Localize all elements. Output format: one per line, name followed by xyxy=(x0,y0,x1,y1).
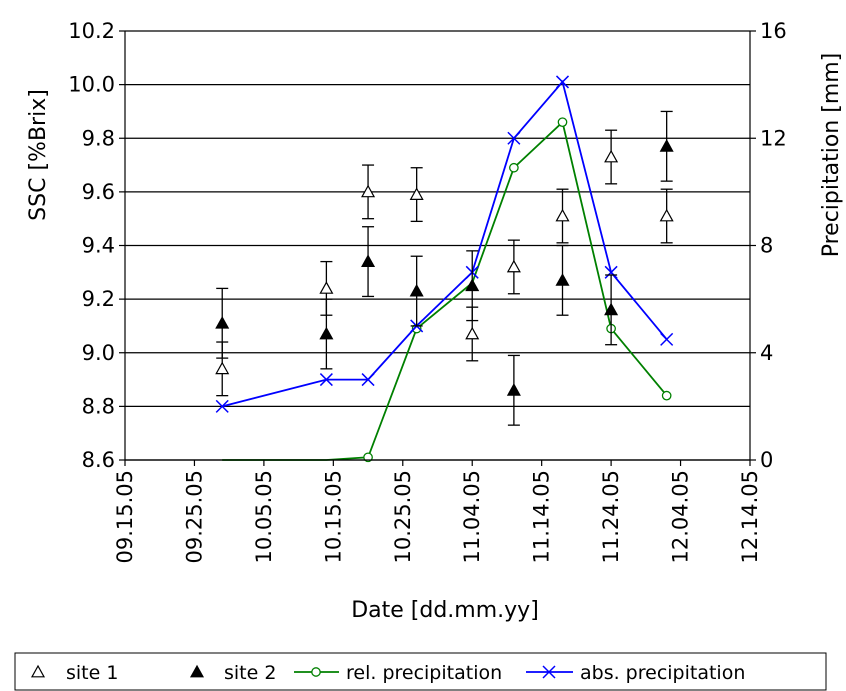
point-site-1 xyxy=(555,208,570,222)
x-marker-stroke xyxy=(215,399,229,413)
y-tick-label-left: 9.6 xyxy=(82,180,115,204)
y-tick-label-left: 10.0 xyxy=(68,73,115,97)
legend-item-site-1: site 1 xyxy=(30,662,118,684)
x-tick-label: 11.04.05 xyxy=(460,470,484,564)
y-tick-label-right: 16 xyxy=(760,19,787,43)
y-tick-label-right: 12 xyxy=(760,126,787,150)
legend-marker xyxy=(542,665,556,679)
point-site-2 xyxy=(465,278,480,292)
y-tick-label-left: 9.8 xyxy=(82,126,115,150)
series-site-2 xyxy=(215,110,674,426)
point-site-2 xyxy=(409,283,424,297)
x-tick-label: 12.04.05 xyxy=(669,470,693,564)
point-site-1 xyxy=(215,361,230,375)
point-site-2 xyxy=(361,254,376,267)
point-site-1 xyxy=(319,281,334,294)
y-tick-label-left: 9.0 xyxy=(82,341,115,365)
point-abs-precipitation xyxy=(319,373,333,387)
x-marker-stroke xyxy=(319,373,333,387)
y-tick-label-left: 10.2 xyxy=(68,19,115,43)
x-tick-label: 11.24.05 xyxy=(599,470,623,564)
y-tick-label-left: 8.8 xyxy=(82,394,115,418)
series-site-1 xyxy=(215,129,674,397)
point-site-2 xyxy=(604,302,619,316)
y-tick-label-right: 0 xyxy=(760,448,773,472)
gridlines xyxy=(125,30,750,461)
x-tick-label: 10.05.05 xyxy=(252,470,276,564)
point-site-2 xyxy=(319,326,334,340)
x-tick-label: 10.25.05 xyxy=(391,470,415,564)
x-marker-stroke xyxy=(555,75,570,89)
point-site-1 xyxy=(604,149,619,163)
x-tick-label: 09.25.05 xyxy=(182,470,206,564)
x-tick-label: 10.15.05 xyxy=(321,470,345,564)
x-marker-stroke xyxy=(542,665,556,679)
point-rel-precipitation xyxy=(509,162,519,173)
legend-label: abs. precipitation xyxy=(580,662,745,684)
point-site-2 xyxy=(659,139,674,152)
x-marker-stroke xyxy=(604,265,618,279)
series-layer xyxy=(215,75,674,463)
point-abs-precipitation xyxy=(361,373,375,387)
point-site-1 xyxy=(659,208,674,222)
x-marker-stroke xyxy=(361,373,375,387)
point-abs-precipitation xyxy=(555,75,570,89)
legend-label: site 2 xyxy=(224,662,276,684)
legend-box xyxy=(14,652,827,691)
legend-marker xyxy=(311,667,321,677)
point-abs-precipitation xyxy=(215,399,229,413)
x-axis-title: Date [dd.mm.yy] xyxy=(351,598,539,623)
point-site-1 xyxy=(409,187,424,200)
point-site-2 xyxy=(215,316,230,329)
point-site-1 xyxy=(465,326,480,340)
y-tick-label-right: 8 xyxy=(760,234,773,258)
point-abs-precipitation xyxy=(604,265,618,279)
legend-label: site 1 xyxy=(66,662,118,684)
x-tick-label: 09.15.05 xyxy=(113,470,137,564)
x-tick-label: 11.14.05 xyxy=(530,470,554,564)
point-abs-precipitation xyxy=(507,131,521,145)
legend-item-abs-precipitation: abs. precipitation xyxy=(526,662,745,684)
legend-marker xyxy=(189,664,205,678)
y-tick-label-left: 9.2 xyxy=(82,287,115,311)
point-abs-precipitation xyxy=(660,332,674,346)
point-site-2 xyxy=(555,273,570,286)
legend-marker xyxy=(30,664,46,678)
point-rel-precipitation xyxy=(557,117,568,128)
point-site-1 xyxy=(506,259,521,273)
y-axis-left-title: SSC [%Brix] xyxy=(26,89,51,221)
point-rel-precipitation xyxy=(661,390,672,401)
legend-label: rel. precipitation xyxy=(346,662,502,684)
legend-item-rel-precipitation: rel. precipitation xyxy=(294,662,502,684)
y-tick-label-right: 4 xyxy=(760,341,773,365)
legend: site 1 site 2 rel. precipitation abs. preci… xyxy=(14,652,827,691)
x-tick-label: 12.14.05 xyxy=(738,470,762,564)
y-axis-right-title: Precipitation [mm] xyxy=(819,53,844,258)
x-marker-stroke xyxy=(660,332,674,346)
y-tick-label-left: 8.6 xyxy=(82,448,115,472)
x-marker-stroke xyxy=(507,131,521,145)
point-site-2 xyxy=(506,383,521,396)
axes xyxy=(119,30,756,466)
legend-item-site-2: site 2 xyxy=(189,662,276,684)
tick-labels: 8.6 8.8 9.0 9.2 9.4 9.6 9.8 10.0 10.2 0 4 8 12 16 09.1… xyxy=(68,19,787,564)
y-tick-label-left: 9.4 xyxy=(82,234,115,258)
point-site-1 xyxy=(361,184,376,198)
